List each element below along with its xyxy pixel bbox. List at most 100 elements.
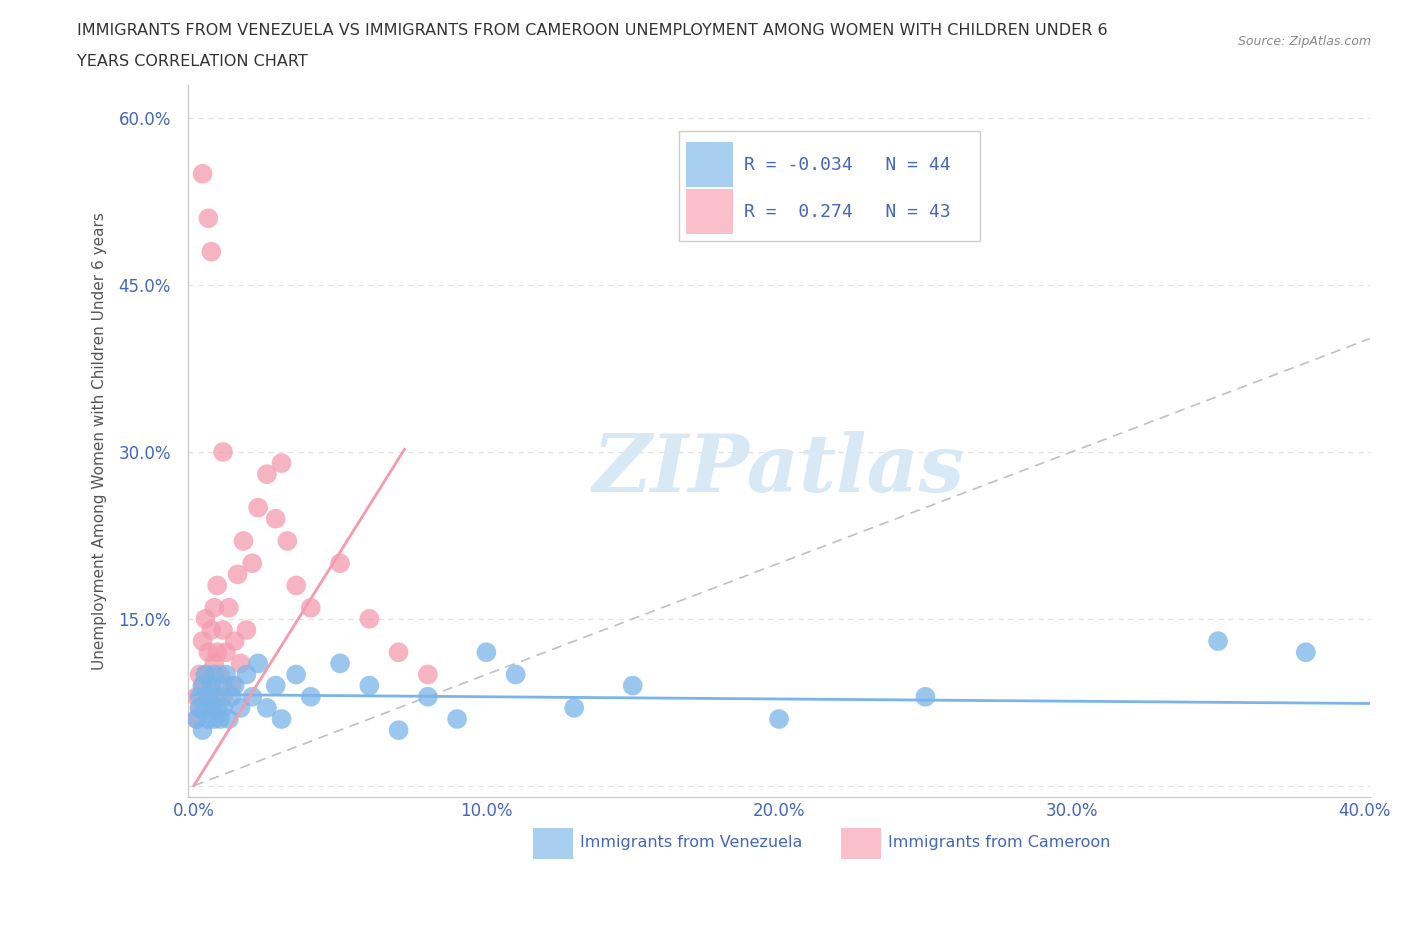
FancyBboxPatch shape <box>686 142 733 187</box>
Point <box>224 678 246 693</box>
Text: R = -0.034   N = 44: R = -0.034 N = 44 <box>744 155 950 174</box>
Point <box>299 600 322 615</box>
Text: YEARS CORRELATION CHART: YEARS CORRELATION CHART <box>77 54 308 69</box>
Text: ZIPatlas: ZIPatlas <box>593 431 965 508</box>
Point <box>621 678 644 693</box>
Point <box>285 667 308 682</box>
Point <box>197 689 219 704</box>
FancyBboxPatch shape <box>841 828 880 859</box>
FancyBboxPatch shape <box>679 131 980 242</box>
Point <box>191 678 214 693</box>
Point <box>475 644 498 659</box>
Point <box>188 700 211 715</box>
Point <box>194 667 217 682</box>
Point <box>186 689 208 704</box>
Point <box>229 700 252 715</box>
Y-axis label: Unemployment Among Women with Children Under 6 years: Unemployment Among Women with Children U… <box>93 212 107 670</box>
Point <box>212 445 235 459</box>
Point <box>359 678 381 693</box>
Point <box>194 667 217 682</box>
Point <box>1295 644 1317 659</box>
Point <box>221 689 243 704</box>
Point <box>505 667 527 682</box>
Point <box>205 689 228 704</box>
Point <box>240 689 263 704</box>
Point <box>200 245 222 259</box>
Point <box>218 711 240 726</box>
Point <box>914 689 936 704</box>
Text: Source: ZipAtlas.com: Source: ZipAtlas.com <box>1237 35 1371 48</box>
Point <box>270 456 292 471</box>
Text: Immigrants from Venezuela: Immigrants from Venezuela <box>581 835 803 850</box>
Point <box>194 700 217 715</box>
Point <box>197 689 219 704</box>
Point <box>232 534 254 549</box>
Point <box>416 667 439 682</box>
Point <box>200 678 222 693</box>
Point <box>186 711 208 726</box>
Point <box>188 689 211 704</box>
Point <box>191 166 214 181</box>
Point <box>197 211 219 226</box>
Point <box>276 534 298 549</box>
Point <box>202 667 225 682</box>
Point <box>191 633 214 648</box>
FancyBboxPatch shape <box>533 828 574 859</box>
Point <box>191 678 214 693</box>
Point <box>329 556 352 571</box>
Point <box>202 656 225 671</box>
Point <box>218 600 240 615</box>
Text: Immigrants from Cameroon: Immigrants from Cameroon <box>887 835 1111 850</box>
Point <box>387 644 409 659</box>
Point <box>202 600 225 615</box>
Point <box>197 711 219 726</box>
Point <box>240 556 263 571</box>
Text: R =  0.274   N = 43: R = 0.274 N = 43 <box>744 203 950 220</box>
Point <box>200 700 222 715</box>
Point <box>194 611 217 626</box>
Point <box>212 700 235 715</box>
Point <box>264 512 287 526</box>
Point <box>299 689 322 704</box>
FancyBboxPatch shape <box>686 189 733 233</box>
Point <box>202 711 225 726</box>
Point <box>205 644 228 659</box>
Point <box>329 656 352 671</box>
Point <box>209 667 232 682</box>
Point <box>200 622 222 637</box>
Point <box>215 644 238 659</box>
Point <box>256 467 278 482</box>
Point <box>359 611 381 626</box>
Point <box>285 578 308 593</box>
Point <box>1206 633 1229 648</box>
Point <box>235 622 257 637</box>
Point <box>212 678 235 693</box>
Point <box>205 700 228 715</box>
Point <box>768 711 790 726</box>
Point <box>387 723 409 737</box>
Point <box>200 678 222 693</box>
Point <box>247 656 270 671</box>
Point <box>188 700 211 715</box>
Point <box>191 723 214 737</box>
Point <box>197 644 219 659</box>
Point <box>205 578 228 593</box>
Point <box>215 667 238 682</box>
Point <box>212 689 235 704</box>
Point <box>212 622 235 637</box>
Point <box>186 711 208 726</box>
Point <box>446 711 468 726</box>
Point <box>256 700 278 715</box>
Point <box>562 700 585 715</box>
Text: IMMIGRANTS FROM VENEZUELA VS IMMIGRANTS FROM CAMEROON UNEMPLOYMENT AMONG WOMEN W: IMMIGRANTS FROM VENEZUELA VS IMMIGRANTS … <box>77 23 1108 38</box>
Point <box>224 633 246 648</box>
Point <box>247 500 270 515</box>
Point <box>226 567 249 582</box>
Point <box>235 667 257 682</box>
Point <box>221 678 243 693</box>
Point <box>188 667 211 682</box>
Point <box>209 711 232 726</box>
Point <box>264 678 287 693</box>
Point <box>229 656 252 671</box>
Point <box>416 689 439 704</box>
